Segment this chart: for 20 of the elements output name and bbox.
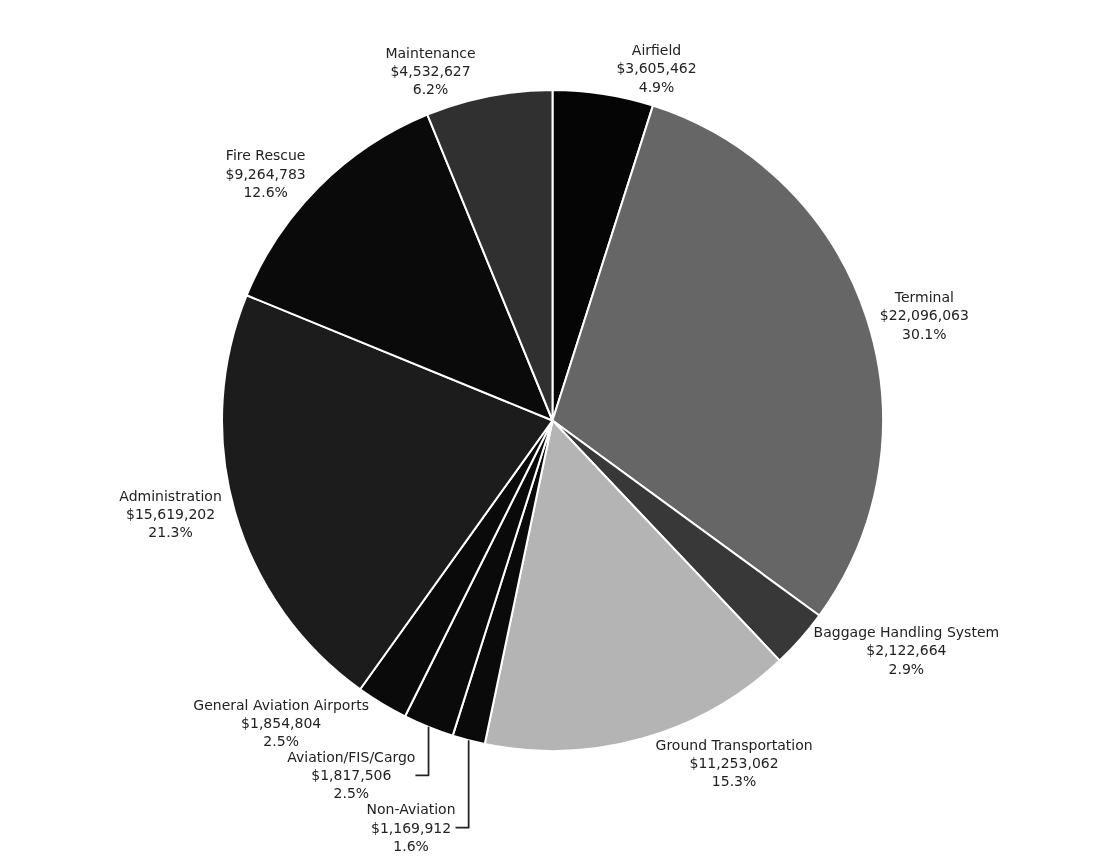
slice-label: Baggage Handling System	[813, 624, 1000, 641]
data-label: $1,169,912 1.6%	[370, 819, 452, 854]
slice-label: Terminal	[893, 289, 954, 306]
data-label: $11,253,062 15.3%	[689, 754, 779, 789]
slice-label: Administration	[119, 487, 222, 504]
data-label: $9,264,783 12.6%	[225, 165, 306, 200]
data-label: $2,122,664 2.9%	[866, 642, 947, 677]
data-label: $22,096,063 30.1%	[879, 307, 969, 342]
data-label: $1,854,804 2.5%	[241, 714, 322, 750]
slice-label: Maintenance	[385, 44, 476, 61]
slice-label: Ground Transportation	[655, 736, 813, 753]
slice-label: Airfield	[631, 42, 682, 59]
data-label: $1,817,506 2.5%	[311, 767, 392, 802]
slice-label: Non-Aviation	[366, 801, 456, 818]
data-label: $15,619,202 21.3%	[126, 505, 216, 541]
slice-label: Aviation/FIS/Cargo	[287, 749, 416, 766]
data-label: $4,532,627 6.2%	[390, 62, 471, 98]
slice-label: General Aviation Airports	[193, 696, 369, 713]
slice-label: Fire Rescue	[225, 147, 306, 164]
data-label: $3,605,462 4.9%	[616, 60, 697, 95]
